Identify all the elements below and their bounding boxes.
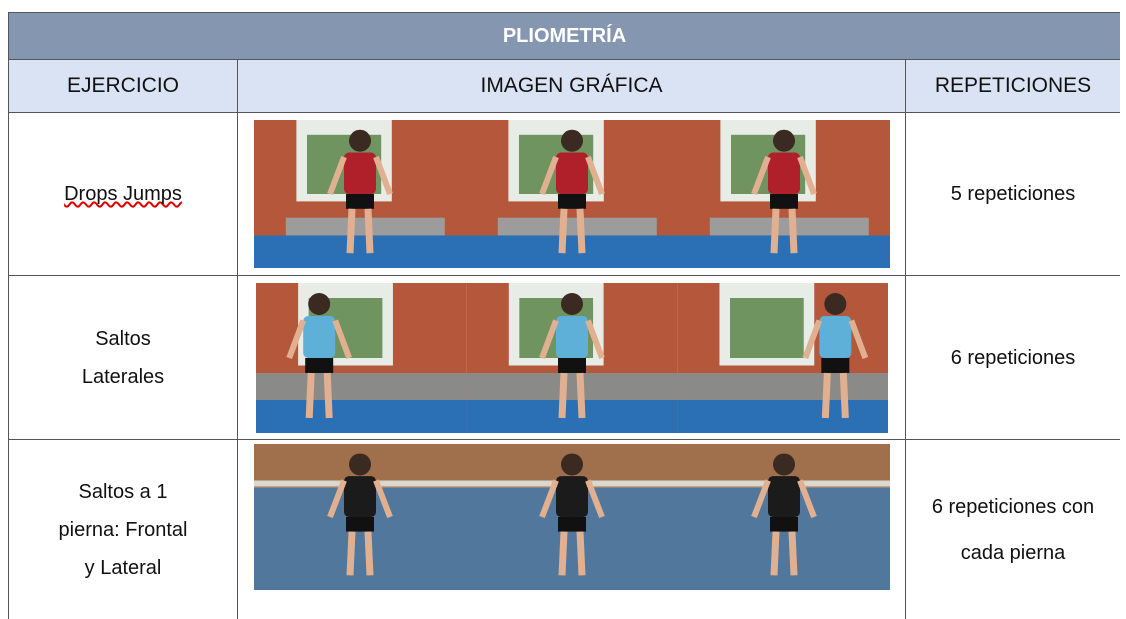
- photo-shape: [560, 129, 583, 152]
- photo-shape: [558, 531, 567, 576]
- photo-shape: [305, 372, 315, 418]
- photo-shape: [769, 194, 798, 209]
- cell: 6 repeticiones: [904, 275, 1120, 440]
- repetitions: 6 repeticiones: [950, 346, 1076, 369]
- photo-shape: [372, 479, 393, 519]
- photo-shape: [346, 531, 355, 576]
- photo-shape: [802, 318, 822, 359]
- photo-shape: [560, 292, 583, 315]
- photo-shape: [788, 208, 797, 254]
- photo-shape: [584, 155, 605, 196]
- photo-shape: [796, 479, 817, 519]
- photo-shape: [255, 399, 467, 433]
- photo-shape: [346, 208, 355, 254]
- photo-shape: [772, 129, 795, 152]
- photo-shape: [343, 476, 376, 517]
- photo-shape: [557, 194, 586, 209]
- repetitions: 5 repeticiones: [950, 183, 1076, 205]
- photo-shape: [823, 292, 846, 315]
- photo-shape: [750, 155, 771, 196]
- photo-shape: [750, 479, 771, 519]
- photo-shape: [818, 315, 851, 358]
- exercise-table: PLIOMETRÍA EJERCICIO IMAGEN GRÁFICA REPE…: [8, 12, 1120, 619]
- photo-shape: [255, 372, 467, 400]
- photo-shape: [307, 292, 330, 315]
- cell: [237, 275, 906, 440]
- page: PLIOMETRÍA EJERCICIO IMAGEN GRÁFICA REPE…: [8, 12, 1120, 619]
- photo-shape: [538, 318, 559, 359]
- photo-shape: [345, 194, 374, 209]
- photo-shape: [676, 399, 888, 433]
- photo-shape: [538, 479, 559, 519]
- photo-shape: [348, 453, 371, 476]
- photo-shape: [848, 318, 868, 359]
- cell: 5 repeticiones: [904, 112, 1120, 276]
- column-header: EJERCICIO: [8, 59, 238, 113]
- photo-shape: [767, 476, 800, 517]
- photo-strip: [253, 120, 890, 268]
- photo-shape: [560, 453, 583, 476]
- photo-shape: [584, 318, 605, 359]
- exercise-name: Saltos Laterales: [81, 327, 165, 388]
- photo-shape: [304, 357, 333, 373]
- photo-shape: [576, 531, 585, 576]
- photo-shape: [345, 517, 374, 532]
- exercise-name: Saltos a 1 pierna: Frontal y Lateral: [58, 480, 188, 579]
- column-header: REPETICIONES: [904, 59, 1120, 113]
- photo-shape: [729, 297, 804, 358]
- photo-shape: [555, 315, 588, 358]
- photo-shape: [584, 479, 605, 519]
- cell: [237, 439, 906, 619]
- photo-shape: [302, 315, 335, 358]
- cell: Drops Jumps: [8, 112, 238, 276]
- photo-shape: [558, 372, 567, 418]
- photo-shape: [253, 235, 466, 268]
- photo-shape: [839, 372, 849, 418]
- photo-shape: [576, 208, 585, 254]
- photo-shape: [323, 372, 333, 418]
- photo-shape: [820, 357, 849, 373]
- cell: [237, 112, 906, 276]
- photo-strip: [253, 444, 890, 590]
- repetitions: 6 repeticiones con cada pierna: [931, 495, 1095, 564]
- photo-shape: [769, 517, 798, 532]
- photo-shape: [348, 129, 371, 152]
- photo-shape: [465, 235, 678, 268]
- photo-shape: [557, 517, 586, 532]
- photo-shape: [285, 318, 306, 359]
- cell: Saltos a 1 pierna: Frontal y Lateral: [8, 439, 238, 619]
- photo-shape: [770, 531, 779, 576]
- table-title: PLIOMETRÍA: [8, 12, 1120, 60]
- photo-shape: [796, 155, 817, 196]
- photo-shape: [331, 318, 352, 359]
- photo-shape: [821, 372, 831, 418]
- photo-shape: [772, 453, 795, 476]
- photo-shape: [466, 372, 677, 400]
- photo-shape: [788, 531, 797, 576]
- exercise-name: Drops Jumps: [64, 183, 182, 205]
- photo-shape: [767, 152, 800, 194]
- photo-shape: [364, 208, 373, 254]
- photo-shape: [555, 476, 588, 517]
- photo-shape: [558, 208, 567, 254]
- photo-shape: [676, 372, 888, 400]
- cell: 6 repeticiones con cada pierna: [904, 439, 1120, 619]
- photo-strip: [255, 282, 888, 433]
- photo-shape: [555, 152, 588, 194]
- photo-shape: [576, 372, 585, 418]
- photo-shape: [343, 152, 376, 194]
- photo-shape: [538, 155, 559, 196]
- photo-shape: [770, 208, 779, 254]
- photo-shape: [326, 155, 347, 196]
- cell: Saltos Laterales: [8, 275, 238, 440]
- column-header: IMAGEN GRÁFICA: [237, 59, 906, 113]
- photo-shape: [372, 155, 393, 196]
- photo-shape: [466, 399, 677, 433]
- photo-shape: [677, 235, 890, 268]
- photo-shape: [557, 357, 586, 373]
- photo-shape: [326, 479, 347, 519]
- photo-shape: [364, 531, 373, 576]
